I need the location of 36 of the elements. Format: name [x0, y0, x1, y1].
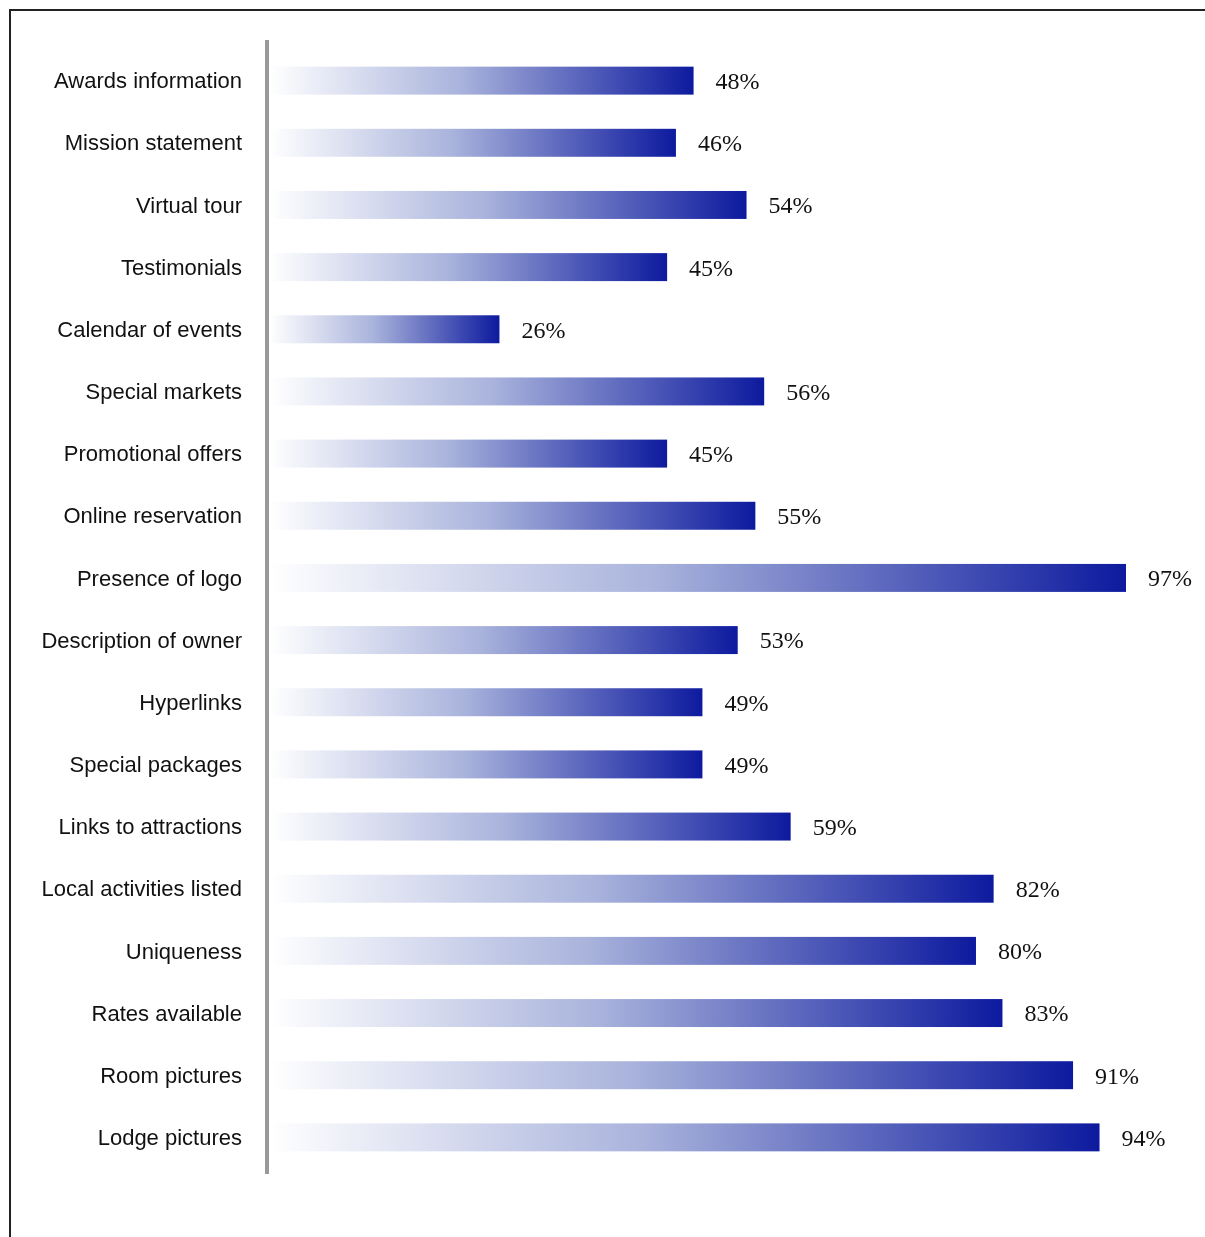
data-label: 97% — [1148, 565, 1192, 592]
y-tick-label: Promotional offers — [63, 441, 242, 467]
data-label: 45% — [689, 441, 734, 467]
y-tick-label: Online reservation — [63, 503, 242, 529]
data-label: 82% — [1015, 876, 1060, 903]
data-label: 49% — [724, 689, 769, 716]
data-label: 59% — [812, 813, 857, 840]
y-tick-label: Description of owner — [41, 627, 242, 653]
y-tick-label: Awards information — [54, 68, 242, 94]
y-tick-label: Lodge pictures — [97, 1125, 242, 1151]
y-tick-label: Hyperlinks — [139, 689, 242, 715]
y-tick-label: Virtual tour — [136, 192, 242, 218]
data-label: 83% — [1024, 1000, 1069, 1027]
y-tick-label: Local activities listed — [41, 876, 242, 902]
y-tick-label: Special markets — [85, 379, 242, 405]
y-tick-label: Links to attractions — [58, 814, 242, 840]
data-label: 46% — [697, 130, 742, 157]
data-label: 91% — [1095, 1062, 1140, 1089]
data-label: 54% — [768, 192, 813, 219]
data-label: 53% — [759, 627, 804, 654]
data-label: 80% — [997, 938, 1042, 965]
y-tick-label: Presence of logo — [76, 565, 242, 591]
y-tick-label: Uniqueness — [125, 938, 242, 964]
data-label: 45% — [689, 254, 734, 281]
y-tick-label: Special packages — [69, 752, 242, 778]
y-tick-label: Testimonials — [120, 254, 242, 280]
data-label: 55% — [777, 503, 822, 530]
data-label: 49% — [724, 751, 769, 778]
y-tick-label: Rates available — [91, 1000, 242, 1026]
data-label: 48% — [715, 68, 760, 95]
data-label: 94% — [1121, 1124, 1166, 1151]
y-tick-label: Room pictures — [100, 1062, 242, 1088]
y-tick-label: Mission statement — [64, 130, 242, 156]
data-label: 26% — [521, 316, 566, 343]
y-tick-label: Calendar of events — [57, 316, 242, 342]
data-label: 56% — [786, 378, 831, 405]
